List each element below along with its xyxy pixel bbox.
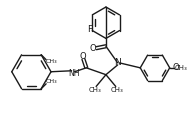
Text: CH₃: CH₃ [45, 79, 57, 84]
Text: N: N [114, 58, 121, 67]
Text: CH₃: CH₃ [110, 87, 123, 93]
Text: O: O [90, 44, 96, 53]
Text: O: O [79, 52, 86, 61]
Text: CH₃: CH₃ [89, 87, 102, 93]
Text: CH₃: CH₃ [45, 59, 57, 64]
Text: NH: NH [68, 69, 79, 78]
Text: F: F [87, 25, 92, 34]
Text: CH₃: CH₃ [175, 65, 188, 71]
Text: O: O [172, 63, 179, 72]
